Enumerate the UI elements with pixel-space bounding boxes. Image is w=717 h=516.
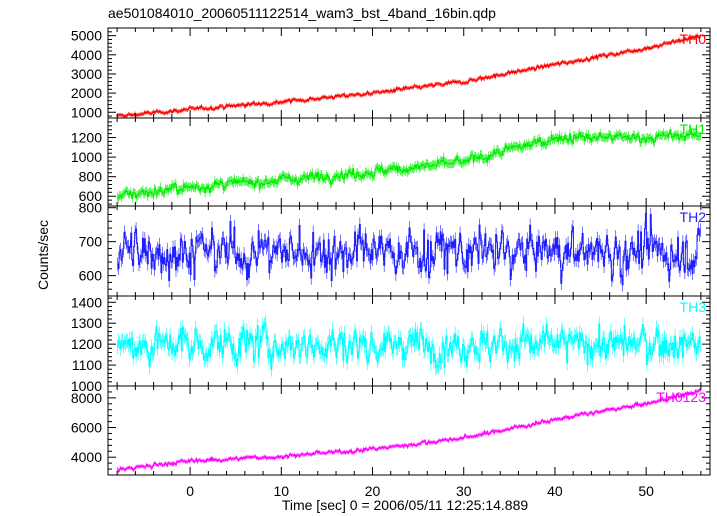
y-tick-label: 6000 xyxy=(71,420,102,436)
y-tick-label: 1000 xyxy=(71,104,102,120)
panel-frame xyxy=(107,27,711,119)
y-tick-label: 1000 xyxy=(71,378,102,394)
x-tick-label: 20 xyxy=(365,483,381,499)
series-th3-line xyxy=(117,322,701,370)
y-tick-label: 3000 xyxy=(71,66,102,82)
series-th1-line xyxy=(117,130,701,199)
series-th2-line xyxy=(117,213,701,286)
x-tick-label: 50 xyxy=(638,483,654,499)
y-tick-label: 4000 xyxy=(71,47,102,63)
series-th0123-line xyxy=(117,389,701,473)
x-axis-title: Time [sec] 0 = 2006/05/11 12:25:14.889 xyxy=(282,497,529,513)
panel-th1: 600 800 1000 1200 TH1 xyxy=(71,117,711,207)
panel-th2: 600 700 800 TH2 xyxy=(79,200,711,297)
x-tick-label: 30 xyxy=(456,483,472,499)
y-tick-label: 1200 xyxy=(71,336,102,352)
y-tick-label: 1100 xyxy=(72,357,102,373)
series-label-th2: TH2 xyxy=(680,209,707,225)
y-tick-label: 1000 xyxy=(71,149,102,165)
series-label-th1: TH1 xyxy=(680,121,707,137)
chart-title: ae501084010_20060511122514_wam3_bst_4ban… xyxy=(108,5,496,21)
series-th0-line xyxy=(117,34,701,118)
panel-th0123: 4000 6000 8000 TH0123 xyxy=(71,385,711,476)
y-tick-label: 1300 xyxy=(71,315,102,331)
panel-th3: 1000 1100 1200 1300 1400 TH3 xyxy=(71,294,711,394)
y-tick-label: 8000 xyxy=(71,390,102,406)
series-label-th0: TH0 xyxy=(680,31,707,47)
y-tick-label: 2000 xyxy=(71,85,102,101)
y-tick-label: 1200 xyxy=(71,130,102,146)
y-tick-label: 800 xyxy=(79,169,103,185)
y-axis-title: Counts/sec xyxy=(35,220,51,290)
y-tick-label: 600 xyxy=(79,188,103,204)
x-tick-label: 10 xyxy=(274,483,290,499)
panel-th0: 1000 2000 3000 4000 5000 TH0 xyxy=(71,27,711,120)
x-tick-label: 40 xyxy=(547,483,563,499)
series-label-th0123: TH0123 xyxy=(656,389,706,405)
y-tick-label: 4000 xyxy=(71,449,102,465)
x-tick-label: 0 xyxy=(186,483,194,499)
y-tick-label: 5000 xyxy=(71,28,102,44)
series-th0-errorbars xyxy=(117,33,701,118)
y-tick-label: 1400 xyxy=(71,294,102,310)
series-label-th3: TH3 xyxy=(680,299,707,315)
y-tick-label: 600 xyxy=(79,268,103,284)
y-tick-label: 800 xyxy=(79,200,103,216)
y-tick-label: 700 xyxy=(79,234,103,250)
